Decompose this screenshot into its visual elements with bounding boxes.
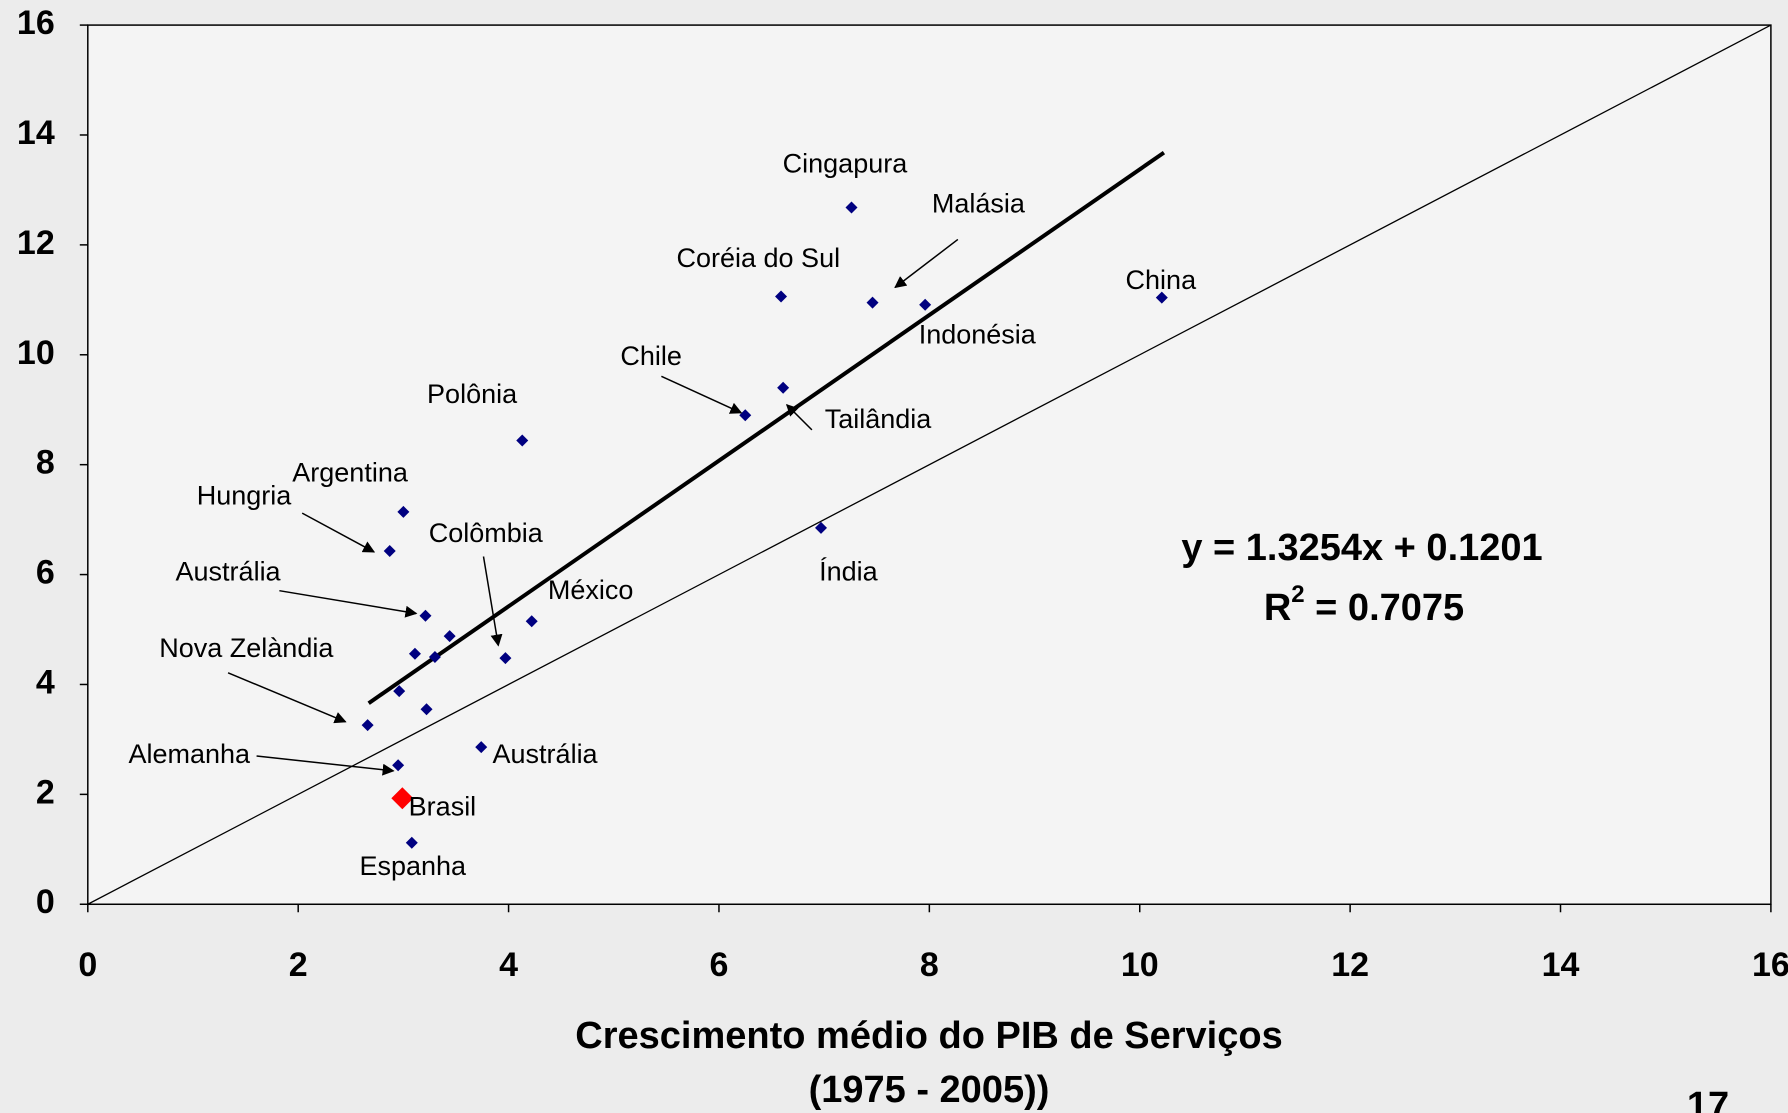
point [815, 521, 828, 534]
y-tick-label: 10 [17, 334, 55, 372]
x-tick-label: 12 [1331, 946, 1369, 984]
x-tick-label: 0 [78, 946, 97, 984]
y-tick-label: 0 [36, 883, 55, 921]
r-squared: R2 = 0.7075 [1264, 581, 1464, 629]
point [383, 544, 396, 557]
point [361, 719, 374, 732]
y-tick-label: 8 [36, 444, 55, 482]
label-arrow [301, 512, 376, 553]
x-tick-label: 8 [920, 946, 939, 984]
point [866, 296, 879, 309]
point-label: Chile [620, 341, 682, 371]
point [775, 290, 788, 303]
x-tick-label: 6 [710, 946, 729, 984]
point-label: Alemanha [128, 739, 251, 769]
point [428, 650, 441, 663]
point-label: Brasil [409, 792, 477, 822]
point-label: Cingapura [783, 148, 909, 178]
x-axis-title: Crescimento médio do PIB de Serviços [575, 1015, 1282, 1057]
point-label: Austrália [176, 557, 282, 587]
label-arrow [482, 556, 503, 647]
point [420, 703, 433, 716]
highlight-point [391, 787, 414, 810]
r-exponent: 2 [1291, 581, 1304, 608]
x-tick-label: 2 [289, 946, 308, 984]
y-tick-label: 12 [17, 224, 55, 262]
x-tick-label: 14 [1542, 946, 1580, 984]
point-label: Hungria [197, 480, 293, 510]
r-text: = 0.7075 [1305, 587, 1465, 629]
point-label: Nova Zelàndia [159, 633, 334, 663]
y-tick-label: 6 [36, 554, 55, 592]
reference-line [87, 24, 1772, 905]
page-number: 17 [1687, 1085, 1729, 1113]
point [443, 630, 456, 643]
label-arrow [279, 589, 418, 618]
point-label: Espanha [359, 851, 467, 881]
label-arrow [894, 238, 959, 289]
point [845, 201, 858, 214]
y-tick-label: 4 [36, 663, 55, 701]
label-arrow [227, 672, 347, 724]
point-label: Colômbia [429, 518, 544, 548]
y-tick-label: 16 [17, 4, 55, 42]
point [393, 685, 406, 698]
point [475, 741, 488, 754]
point-label: Austrália [493, 739, 599, 769]
point [419, 609, 432, 622]
r-symbol: R [1264, 587, 1291, 629]
point-label: Índia [819, 557, 879, 587]
point [525, 615, 538, 628]
point [392, 759, 405, 772]
point-label: Coréia do Sul [676, 243, 840, 273]
point-label: Malásia [932, 188, 1026, 218]
x-tick-label: 10 [1121, 946, 1159, 984]
point-label: México [548, 575, 634, 605]
label-arrow [661, 375, 743, 414]
y-tick-label: 2 [36, 773, 55, 811]
point-label: Tailândia [825, 404, 933, 434]
point-label: Polônia [427, 379, 518, 409]
label-arrow [256, 755, 395, 776]
x-axis-title: (1975 - 2005)) [809, 1069, 1050, 1111]
label-arrow [785, 403, 813, 431]
point-label: Indonésia [919, 320, 1037, 350]
point [777, 381, 790, 394]
point-label: China [1126, 265, 1198, 295]
equation: y = 1.3254x + 0.1201 [1181, 527, 1542, 569]
point [408, 647, 421, 660]
x-tick-label: 4 [499, 946, 518, 984]
trendline [367, 150, 1166, 705]
point [516, 434, 529, 447]
point-label: Argentina [292, 457, 409, 487]
point [405, 836, 418, 849]
point [1155, 291, 1168, 304]
point [499, 652, 512, 665]
point [397, 505, 410, 518]
y-tick-label: 14 [17, 114, 55, 152]
point [919, 298, 932, 311]
x-tick-label: 16 [1752, 946, 1788, 984]
